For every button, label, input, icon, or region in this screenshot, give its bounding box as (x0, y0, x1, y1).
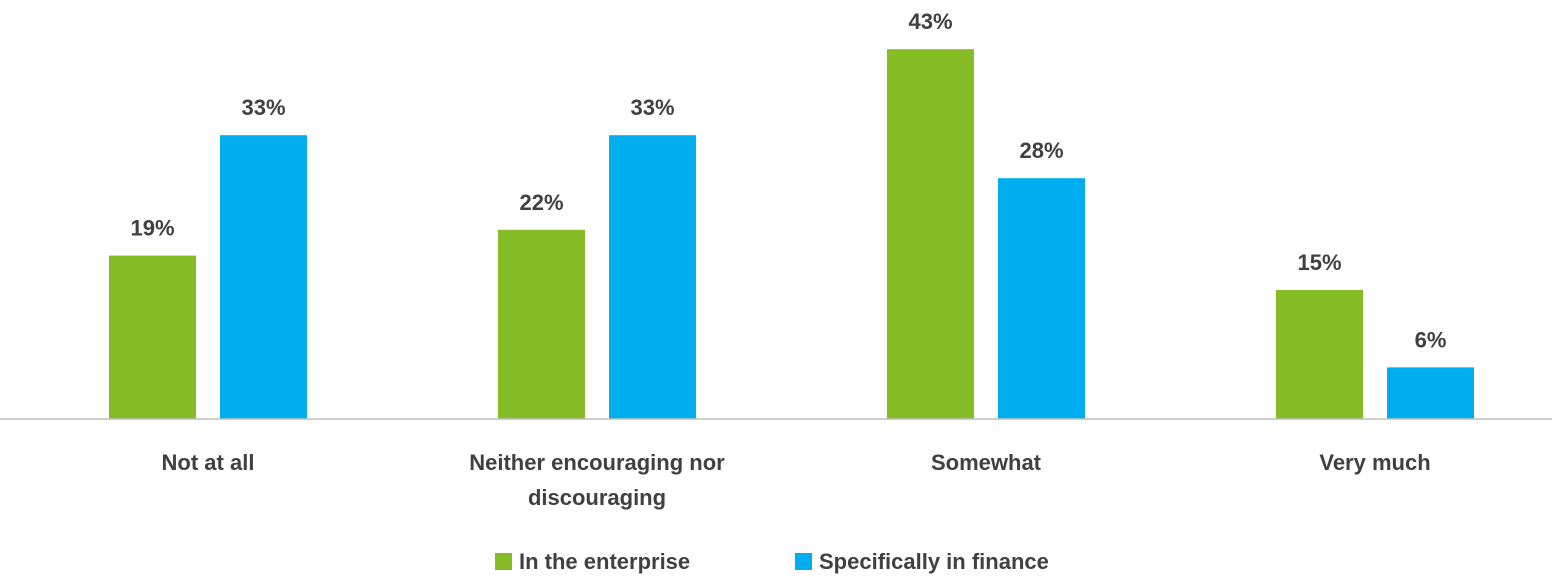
value-label-enterprise-1: 22% (519, 190, 563, 215)
bar-enterprise-3 (1276, 290, 1363, 419)
legend-label-finance: Specifically in finance (819, 549, 1049, 574)
category-label-3-line-0: Very much (1319, 450, 1430, 475)
value-label-enterprise-3: 15% (1297, 250, 1341, 275)
bar-finance-3 (1387, 367, 1474, 419)
category-label-1-line-0: Neither encouraging nor (469, 450, 725, 475)
category-label-2-line-0: Somewhat (931, 450, 1042, 475)
value-label-finance-1: 33% (630, 95, 674, 120)
legend-swatch-enterprise (495, 553, 512, 570)
value-labels-group: 19% 33% 22% 33% 43% 28% 15% 6% (130, 9, 1446, 352)
bar-enterprise-2 (887, 49, 974, 419)
bar-finance-1 (609, 135, 696, 419)
category-label-1-line-1: discouraging (528, 485, 666, 510)
legend: In the enterprise Specifically in finance (495, 549, 1049, 574)
value-label-finance-0: 33% (241, 95, 285, 120)
category-labels-group: Not at all Neither encouraging nor discour… (162, 450, 1431, 510)
bar-finance-0 (220, 135, 307, 419)
value-label-finance-3: 6% (1415, 327, 1447, 352)
legend-swatch-finance (795, 553, 812, 570)
bars-group (109, 49, 1474, 419)
bar-enterprise-0 (109, 255, 196, 419)
value-label-finance-2: 28% (1019, 138, 1063, 163)
bar-finance-2 (998, 178, 1085, 419)
value-label-enterprise-0: 19% (130, 216, 174, 241)
category-label-0-line-0: Not at all (162, 450, 255, 475)
value-label-enterprise-2: 43% (908, 9, 952, 34)
legend-label-enterprise: In the enterprise (519, 549, 690, 574)
bar-enterprise-1 (498, 229, 585, 419)
